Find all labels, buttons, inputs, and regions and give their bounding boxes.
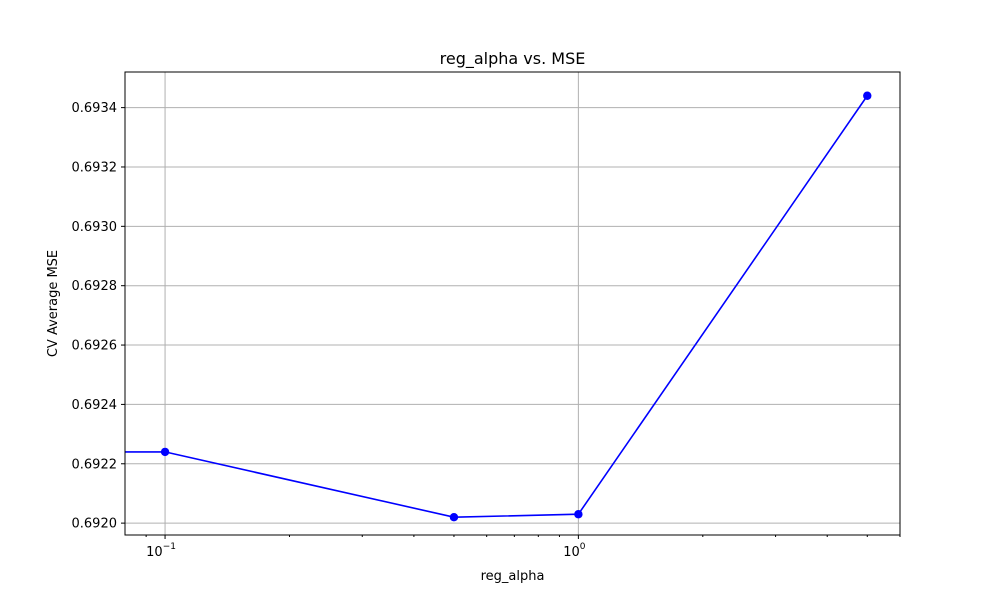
- y-tick-label: 0.6920: [72, 517, 118, 532]
- y-axis-label: CV Average MSE: [46, 250, 61, 357]
- plot-frame: [124, 71, 901, 536]
- chart-title: reg_alpha vs. MSE: [440, 49, 586, 69]
- y-tick-label: 0.6924: [72, 398, 118, 413]
- y-tick-label: 0.6922: [72, 457, 118, 472]
- grid-layer: [125, 72, 900, 535]
- data-layer: [125, 91, 872, 522]
- y-tick-label: 0.6934: [72, 101, 118, 116]
- y-tick-label: 0.6928: [72, 279, 118, 294]
- y-tick-label: 0.6930: [72, 220, 118, 235]
- tick-layer: 0.6920 0.6922 0.6924 0.6926 0.6928 0.6930 0.69…: [72, 101, 901, 560]
- x-tick-label: 10−1: [146, 542, 176, 560]
- data-point: [863, 91, 872, 100]
- x-tick-label: 100: [563, 542, 586, 560]
- y-tick-label: 0.6932: [72, 160, 118, 175]
- series-line: [125, 95, 868, 518]
- data-point: [160, 447, 170, 457]
- y-tick-label: 0.6926: [72, 339, 118, 354]
- data-point: [574, 510, 583, 519]
- x-axis-label: reg_alpha: [481, 569, 545, 584]
- data-point: [449, 512, 459, 522]
